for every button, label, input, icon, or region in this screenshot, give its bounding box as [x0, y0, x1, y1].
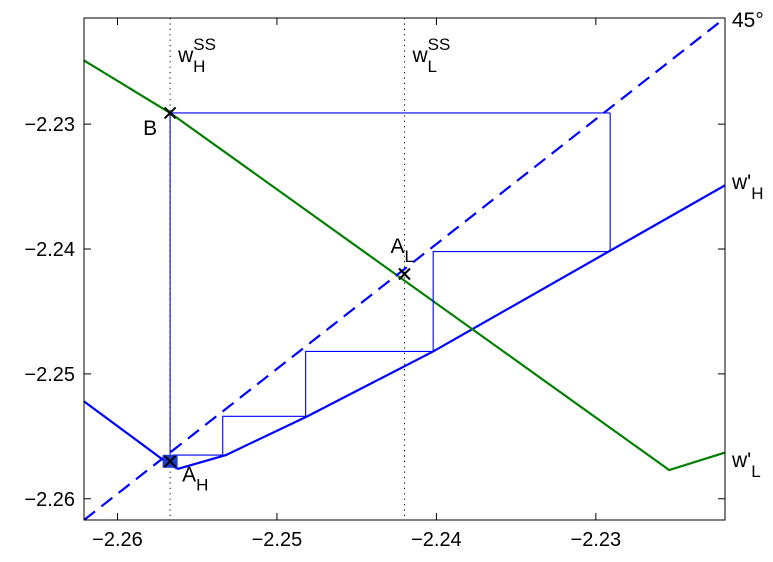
curve-label-diagonal: 45° [732, 9, 764, 32]
tick-layer: −2.26 −2.25 −2.24 −2.23 −2.26 −2.25 −2.24 −2.23 [24, 18, 725, 551]
series-line-w-l [84, 59, 725, 472]
y-tick-label: −2.25 [24, 364, 75, 386]
x-tick-label: −2.23 [571, 529, 622, 551]
point-marker-a-l [398, 267, 411, 281]
steady-state-label-h: wSS H [177, 35, 216, 76]
y-tick-label: −2.23 [24, 114, 75, 136]
plot-frame [83, 17, 726, 521]
point-label-b: B [143, 117, 157, 140]
series-line-45- [84, 18, 725, 520]
y-tick-label: −2.24 [24, 239, 75, 261]
point-label-a-l: AL [391, 235, 414, 266]
point-label-a-h: AH [182, 463, 208, 494]
point-marker-a-h [162, 454, 178, 468]
point-marker-b [163, 106, 177, 120]
x-tick-label: −2.26 [92, 529, 143, 551]
curve-label-h: w'H [731, 171, 763, 203]
curve-label-l: w'L [731, 449, 761, 481]
y-tick-label: −2.26 [24, 489, 75, 511]
x-tick-label: −2.24 [411, 529, 462, 551]
steady-state-label-l: wSS L [412, 35, 451, 76]
annotation-layer: wSS H wSS L B AL AH 45° w'H w'L [143, 9, 764, 494]
x-tick-label: −2.25 [252, 529, 303, 551]
point-layer [162, 106, 411, 468]
